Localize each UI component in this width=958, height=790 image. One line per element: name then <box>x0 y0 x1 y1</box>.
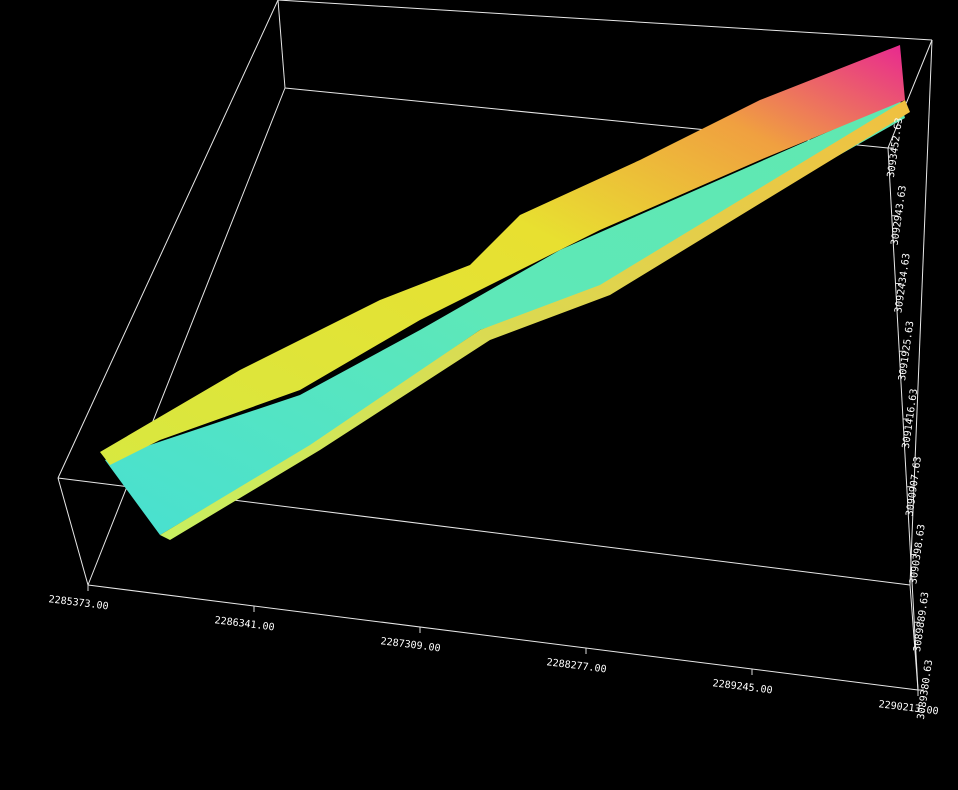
channel-rim <box>160 100 910 540</box>
x-axis-label: 2288277.00 <box>546 657 607 675</box>
x-axis-label: 2287309.00 <box>380 636 441 654</box>
x-axis-label: 2286341.00 <box>214 615 275 633</box>
x-axis-label: 2285373.00 <box>48 594 109 612</box>
x-axis-label: 2289245.00 <box>712 678 773 696</box>
y-axis-labels: 3089380.633089889.633090398.633090907.63… <box>886 117 935 720</box>
channel-floor <box>105 100 905 535</box>
surface <box>100 45 910 540</box>
x-axis-labels: 2285373.00 2286341.00 2287309.00 2288277.00… <box>48 585 939 717</box>
x-axis-label: 2290213.00 <box>878 699 939 717</box>
channel-wall <box>100 45 905 465</box>
